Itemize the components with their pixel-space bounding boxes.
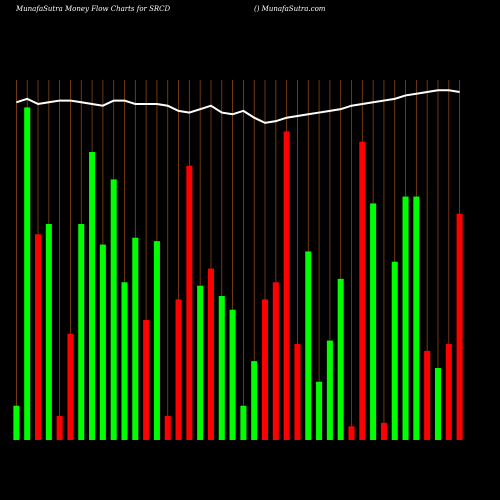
money-flow-bar (175, 299, 182, 440)
money-flow-bar (132, 237, 139, 440)
money-flow-bar (218, 296, 225, 440)
money-flow-bar (164, 416, 171, 440)
money-flow-bar (121, 282, 128, 440)
money-flow-bar (380, 422, 387, 440)
money-flow-bar (143, 320, 150, 440)
money-flow-bar (45, 224, 52, 440)
money-flow-bar (326, 340, 333, 440)
money-flow-bar (456, 213, 463, 440)
money-flow-bar (13, 405, 20, 440)
money-flow-bar (110, 179, 117, 440)
money-flow-bar (34, 234, 42, 440)
money-flow-bar (207, 268, 215, 440)
money-flow-bar (99, 244, 106, 440)
money-flow-bar (251, 361, 258, 440)
money-flow-bar (56, 416, 63, 440)
money-flow-bar (391, 261, 398, 440)
site-credit: () MunafaSutra.com (254, 5, 326, 13)
chart-header: MunafaSutra Money Flow Charts for SRCD (… (0, 5, 500, 19)
money-flow-bar (67, 333, 74, 440)
money-flow-bar (78, 224, 85, 440)
money-flow-bar (305, 251, 312, 440)
money-flow-bar (413, 196, 420, 440)
chart-title: MunafaSutra Money Flow Charts for SRCD (16, 5, 171, 13)
money-flow-bar (337, 278, 344, 440)
money-flow-bar (153, 241, 160, 440)
money-flow-bar (229, 309, 236, 440)
money-flow-bar (370, 203, 377, 440)
money-flow-bar (24, 107, 31, 440)
money-flow-bar (240, 405, 247, 440)
price-line (16, 89, 460, 124)
money-flow-bar (197, 285, 204, 440)
money-flow-bar (316, 381, 323, 440)
money-flow-bar (424, 350, 431, 440)
money-flow-bar (283, 131, 290, 440)
money-flow-bar (186, 165, 193, 440)
money-flow-bar (359, 141, 366, 440)
money-flow-bar (434, 368, 442, 440)
money-flow-bar (89, 152, 96, 440)
money-flow-bar (402, 196, 409, 440)
money-flow-bar (261, 299, 269, 440)
money-flow-bar (294, 344, 301, 440)
money-flow-bar (272, 282, 279, 440)
money-flow-bar (348, 426, 355, 440)
money-flow-bar (445, 344, 452, 440)
